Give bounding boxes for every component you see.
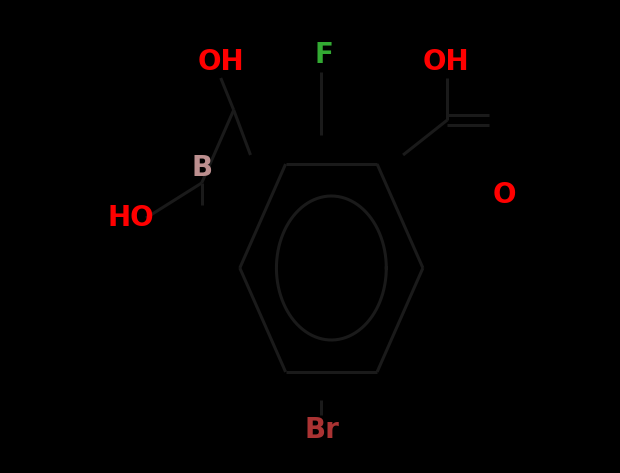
- Text: F: F: [314, 41, 333, 69]
- Text: O: O: [493, 181, 516, 209]
- Text: B: B: [191, 154, 212, 182]
- Text: Br: Br: [304, 416, 339, 444]
- Text: OH: OH: [197, 48, 244, 76]
- Text: OH: OH: [422, 48, 469, 76]
- Text: HO: HO: [107, 204, 154, 232]
